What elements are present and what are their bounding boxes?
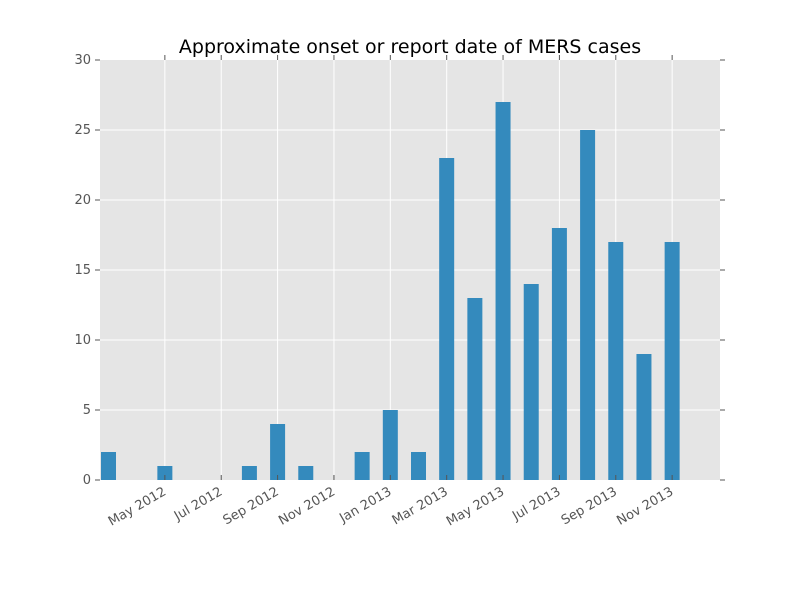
bar-2013-02	[411, 452, 426, 480]
bars	[101, 102, 680, 480]
bar-2012-03	[101, 452, 116, 480]
bar-2012-08	[241, 466, 257, 480]
bar-2012-09	[270, 424, 286, 480]
bar-2013-11	[664, 242, 680, 480]
bar-2013-05	[495, 102, 511, 480]
y-tick-label: 10	[74, 333, 91, 348]
bar-2013-01	[382, 410, 398, 480]
bar-2013-07	[551, 228, 567, 480]
bar-2013-08	[580, 130, 596, 480]
bar-2012-10	[298, 466, 314, 480]
bar-2013-09	[608, 242, 624, 480]
x-tick-label: Mar 2013	[390, 484, 451, 528]
x-tick-label: May 2013	[444, 484, 507, 529]
y-tick-label: 15	[74, 263, 91, 278]
y-tick-labels: 0 5 10 15 20 25 30	[74, 53, 91, 488]
x-tick-label: Jan 2013	[336, 484, 394, 526]
x-tick-label: Nov 2013	[614, 484, 676, 528]
x-tick-label: May 2012	[106, 484, 169, 529]
bar-2013-03	[439, 158, 455, 480]
x-tick-label: Sep 2012	[221, 484, 282, 528]
x-tick-label: Jul 2013	[509, 484, 563, 524]
bar-2013-10	[636, 354, 652, 480]
bar-2012-12	[354, 452, 370, 480]
chart-title: Approximate onset or report date of MERS…	[179, 36, 641, 58]
bar-2012-05	[157, 466, 173, 480]
x-tick-label: Sep 2013	[559, 484, 620, 528]
axis-ticks	[95, 55, 725, 481]
y-tick-label: 30	[74, 53, 91, 68]
y-tick-label: 25	[74, 123, 91, 138]
y-tick-label: 20	[74, 193, 91, 208]
bar-2013-04	[467, 298, 483, 480]
bar-2013-06	[523, 284, 539, 480]
y-tick-label: 0	[83, 473, 91, 488]
x-tick-label: Jul 2012	[171, 484, 225, 524]
y-tick-label: 5	[83, 403, 91, 418]
x-tick-label: Nov 2012	[276, 484, 338, 528]
